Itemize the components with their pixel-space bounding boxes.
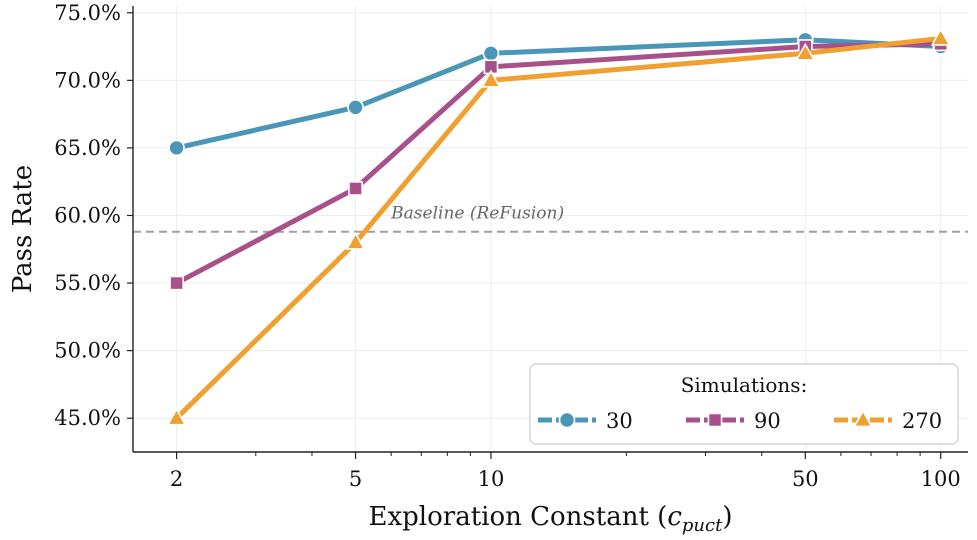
legend-box xyxy=(529,363,959,445)
grid-lines xyxy=(133,6,968,452)
series-layer xyxy=(166,27,951,426)
y-tick-label: 65.0% xyxy=(54,136,121,160)
legend-swatch-marker xyxy=(853,409,873,428)
data-point-270 xyxy=(166,407,187,426)
legend-label: 30 xyxy=(606,409,633,433)
x-axis-label-var: c xyxy=(667,502,682,532)
x-axis-label-close: ) xyxy=(722,502,732,532)
data-point-90 xyxy=(169,275,184,291)
data-point-90 xyxy=(348,181,363,196)
legend-label: 90 xyxy=(754,409,781,433)
data-point-270 xyxy=(930,27,951,46)
series-line-270 xyxy=(174,35,944,421)
legend-label: 270 xyxy=(902,409,942,433)
x-tick-label: 50 xyxy=(792,467,819,491)
x-tick-label: 100 xyxy=(921,467,961,491)
y-tick-label: 70.0% xyxy=(54,68,121,92)
legend: Simulations: 30 90 270 xyxy=(529,363,959,445)
series-line-90 xyxy=(174,41,944,286)
legend-swatch-marker xyxy=(558,411,576,429)
legend-items: 30 90 270 xyxy=(538,409,942,433)
legend-item-30: 30 xyxy=(538,409,633,433)
y-axis-label: Pass Rate xyxy=(8,165,38,293)
data-point-270 xyxy=(480,69,501,88)
y-tick-label: 50.0% xyxy=(54,339,121,363)
legend-title: Simulations: xyxy=(681,373,808,397)
data-point-30 xyxy=(347,99,364,116)
x-tick-label: 2 xyxy=(170,467,183,491)
x-axis-label: Exploration Constant (cpuct) xyxy=(369,502,733,536)
x-tick-label: 5 xyxy=(349,467,362,491)
series-line-30 xyxy=(174,37,944,151)
y-tick-label: 55.0% xyxy=(54,271,121,295)
x-tick-label: 10 xyxy=(478,467,505,491)
legend-swatch-marker xyxy=(707,412,723,428)
legend-item-90: 90 xyxy=(686,409,781,433)
y-tick-label: 45.0% xyxy=(54,406,121,430)
y-axis-ticks: 45.0% 50.0% 55.0% 60.0% 65.0% 70.0% 75.0% xyxy=(54,1,133,430)
y-tick-label: 75.0% xyxy=(54,1,121,25)
series-270 xyxy=(166,27,951,426)
x-axis-label-main: Exploration Constant ( xyxy=(369,502,668,532)
x-axis-label-sub: puct xyxy=(682,515,723,536)
data-point-270 xyxy=(345,231,366,250)
x-axis-ticks: 2 5 10 50 100 xyxy=(170,452,961,491)
data-point-270 xyxy=(795,42,816,61)
data-point-30 xyxy=(482,45,500,62)
data-point-30 xyxy=(168,139,185,157)
y-tick-label: 60.0% xyxy=(54,203,121,227)
baseline-label: Baseline (ReFusion) xyxy=(390,204,564,224)
legend-item-270: 270 xyxy=(834,409,942,433)
